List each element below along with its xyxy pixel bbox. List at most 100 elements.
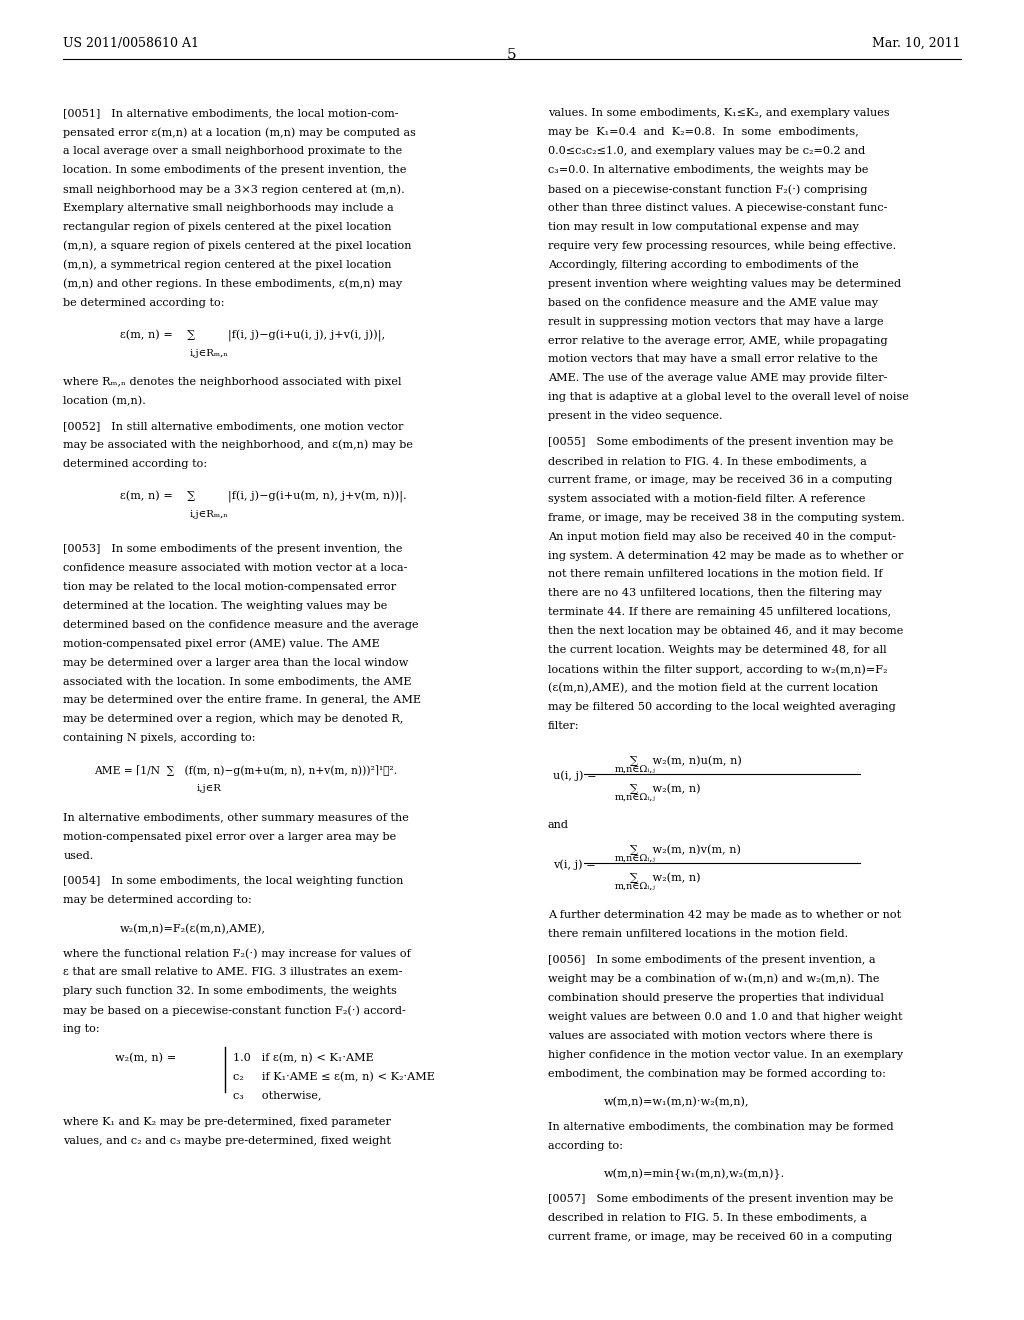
Text: ∑    w₂(m, n): ∑ w₂(m, n) <box>630 784 700 795</box>
Text: (m,n), a square region of pixels centered at the pixel location: (m,n), a square region of pixels centere… <box>63 240 412 251</box>
Text: small neighborhood may be a 3×3 region centered at (m,n).: small neighborhood may be a 3×3 region c… <box>63 183 406 194</box>
Text: Exemplary alternative small neighborhoods may include a: Exemplary alternative small neighborhood… <box>63 203 394 213</box>
Text: error relative to the average error, AME, while propagating: error relative to the average error, AME… <box>548 335 888 346</box>
Text: motion-compensated pixel error (AME) value. The AME: motion-compensated pixel error (AME) val… <box>63 639 380 649</box>
Text: An input motion field may also be received 40 in the comput-: An input motion field may also be receiv… <box>548 532 896 541</box>
Text: u(i, j) =: u(i, j) = <box>553 770 596 780</box>
Text: there are no 43 unfiltered locations, then the filtering may: there are no 43 unfiltered locations, th… <box>548 589 882 598</box>
Text: may be determined over the entire frame. In general, the AME: may be determined over the entire frame.… <box>63 696 422 705</box>
Text: present invention where weighting values may be determined: present invention where weighting values… <box>548 279 901 289</box>
Text: determined based on the confidence measure and the average: determined based on the confidence measu… <box>63 619 419 630</box>
Text: may be determined over a region, which may be denoted R,: may be determined over a region, which m… <box>63 714 403 725</box>
Text: In alternative embodiments, the combination may be formed: In alternative embodiments, the combinat… <box>548 1122 894 1131</box>
Text: described in relation to FIG. 5. In these embodiments, a: described in relation to FIG. 5. In thes… <box>548 1213 867 1222</box>
Text: current frame, or image, may be received 36 in a computing: current frame, or image, may be received… <box>548 475 892 484</box>
Text: based on a piecewise-constant function F₂(·) comprising: based on a piecewise-constant function F… <box>548 183 867 194</box>
Text: ing that is adaptive at a global level to the overall level of noise: ing that is adaptive at a global level t… <box>548 392 908 403</box>
Text: combination should preserve the properties that individual: combination should preserve the properti… <box>548 993 884 1003</box>
Text: US 2011/0058610 A1: US 2011/0058610 A1 <box>63 37 200 50</box>
Text: described in relation to FIG. 4. In these embodiments, a: described in relation to FIG. 4. In thes… <box>548 455 866 466</box>
Text: A further determination 42 may be made as to whether or not: A further determination 42 may be made a… <box>548 911 901 920</box>
Text: i,j∈Rₘ,ₙ: i,j∈Rₘ,ₙ <box>189 348 228 358</box>
Text: m,n∈Ωᵢ,ⱼ: m,n∈Ωᵢ,ⱼ <box>614 882 655 891</box>
Text: ing to:: ing to: <box>63 1024 100 1034</box>
Text: weight may be a combination of w₁(m,n) and w₂(m,n). The: weight may be a combination of w₁(m,n) a… <box>548 974 880 985</box>
Text: filter:: filter: <box>548 721 580 731</box>
Text: associated with the location. In some embodiments, the AME: associated with the location. In some em… <box>63 676 412 686</box>
Text: w(m,n)=min{w₁(m,n),w₂(m,n)}.: w(m,n)=min{w₁(m,n),w₂(m,n)}. <box>604 1170 785 1180</box>
Text: may be determined over a larger area than the local window: may be determined over a larger area tha… <box>63 657 409 668</box>
Text: ing system. A determination 42 may be made as to whether or: ing system. A determination 42 may be ma… <box>548 550 903 561</box>
Text: ε that are small relative to AME. FIG. 3 illustrates an exem-: ε that are small relative to AME. FIG. 3… <box>63 968 402 977</box>
Text: system associated with a motion-field filter. A reference: system associated with a motion-field fi… <box>548 494 865 504</box>
Text: where the functional relation F₂(·) may increase for values of: where the functional relation F₂(·) may … <box>63 948 412 958</box>
Text: 5: 5 <box>507 48 517 62</box>
Text: containing N pixels, according to:: containing N pixels, according to: <box>63 734 256 743</box>
Text: i,j∈Rₘ,ₙ: i,j∈Rₘ,ₙ <box>189 510 228 519</box>
Text: (m,n), a symmetrical region centered at the pixel location: (m,n), a symmetrical region centered at … <box>63 260 392 271</box>
Text: require very few processing resources, while being effective.: require very few processing resources, w… <box>548 240 896 251</box>
Text: motion-compensated pixel error over a larger area may be: motion-compensated pixel error over a la… <box>63 832 396 842</box>
Text: values. In some embodiments, K₁≤K₂, and exemplary values: values. In some embodiments, K₁≤K₂, and … <box>548 108 890 119</box>
Text: current frame, or image, may be received 60 in a computing: current frame, or image, may be received… <box>548 1232 892 1242</box>
Text: location. In some embodiments of the present invention, the: location. In some embodiments of the pre… <box>63 165 407 176</box>
Text: may be  K₁=0.4  and  K₂=0.8.  In  some  embodiments,: may be K₁=0.4 and K₂=0.8. In some embodi… <box>548 127 858 137</box>
Text: and: and <box>548 820 569 829</box>
Text: may be determined according to:: may be determined according to: <box>63 895 252 906</box>
Text: v(i, j) =: v(i, j) = <box>553 859 596 870</box>
Text: Accordingly, filtering according to embodiments of the: Accordingly, filtering according to embo… <box>548 260 858 269</box>
Text: (m,n) and other regions. In these embodiments, ε(m,n) may: (m,n) and other regions. In these embodi… <box>63 279 402 289</box>
Text: weight values are between 0.0 and 1.0 and that higher weight: weight values are between 0.0 and 1.0 an… <box>548 1011 902 1022</box>
Text: w(m,n)=w₁(m,n)·w₂(m,n),: w(m,n)=w₁(m,n)·w₂(m,n), <box>604 1097 750 1107</box>
Text: ε(m, n) =    ∑         |f(i, j)−g(i+u(m, n), j+v(m, n))|.: ε(m, n) = ∑ |f(i, j)−g(i+u(m, n), j+v(m,… <box>120 491 407 503</box>
Text: be determined according to:: be determined according to: <box>63 297 225 308</box>
Text: values, and c₂ and c₃ maybe pre-determined, fixed weight: values, and c₂ and c₃ maybe pre-determin… <box>63 1135 391 1146</box>
Text: tion may result in low computational expense and may: tion may result in low computational exp… <box>548 222 859 232</box>
Text: (ε(m,n),AME), and the motion field at the current location: (ε(m,n),AME), and the motion field at th… <box>548 684 878 693</box>
Text: the current location. Weights may be determined 48, for all: the current location. Weights may be det… <box>548 645 887 655</box>
Text: w₂(m,n)=F₂(ε(m,n),AME),: w₂(m,n)=F₂(ε(m,n),AME), <box>120 924 266 935</box>
Text: present in the video sequence.: present in the video sequence. <box>548 412 722 421</box>
Text: [0057]   Some embodiments of the present invention may be: [0057] Some embodiments of the present i… <box>548 1193 893 1204</box>
Text: Mar. 10, 2011: Mar. 10, 2011 <box>871 37 961 50</box>
Text: c₃     otherwise,: c₃ otherwise, <box>233 1090 322 1101</box>
Text: i,j∈R: i,j∈R <box>197 784 221 793</box>
Text: frame, or image, may be received 38 in the computing system.: frame, or image, may be received 38 in t… <box>548 512 904 523</box>
Text: according to:: according to: <box>548 1140 623 1151</box>
Text: embodiment, the combination may be formed according to:: embodiment, the combination may be forme… <box>548 1069 886 1078</box>
Text: result in suppressing motion vectors that may have a large: result in suppressing motion vectors tha… <box>548 317 884 326</box>
Text: not there remain unfiltered locations in the motion field. If: not there remain unfiltered locations in… <box>548 569 883 579</box>
Text: may be based on a piecewise-constant function F₂(·) accord-: may be based on a piecewise-constant fun… <box>63 1005 407 1015</box>
Text: c₃=0.0. In alternative embodiments, the weights may be: c₃=0.0. In alternative embodiments, the … <box>548 165 868 176</box>
Text: ε(m, n) =    ∑         |f(i, j)−g(i+u(i, j), j+v(i, j))|,: ε(m, n) = ∑ |f(i, j)−g(i+u(i, j), j+v(i,… <box>120 330 385 342</box>
Text: values are associated with motion vectors where there is: values are associated with motion vector… <box>548 1031 872 1040</box>
Text: 0.0≤c₃c₂≤1.0, and exemplary values may be c₂=0.2 and: 0.0≤c₃c₂≤1.0, and exemplary values may b… <box>548 147 865 156</box>
Text: a local average over a small neighborhood proximate to the: a local average over a small neighborhoo… <box>63 147 402 156</box>
Text: [0052]   In still alternative embodiments, one motion vector: [0052] In still alternative embodiments,… <box>63 421 403 430</box>
Text: [0053]   In some embodiments of the present invention, the: [0053] In some embodiments of the presen… <box>63 544 403 554</box>
Text: used.: used. <box>63 851 94 861</box>
Text: where K₁ and K₂ may be pre-determined, fixed parameter: where K₁ and K₂ may be pre-determined, f… <box>63 1117 391 1127</box>
Text: plary such function 32. In some embodiments, the weights: plary such function 32. In some embodime… <box>63 986 397 997</box>
Text: m,n∈Ωᵢ,ⱼ: m,n∈Ωᵢ,ⱼ <box>614 854 655 862</box>
Text: ∑    w₂(m, n)u(m, n): ∑ w₂(m, n)u(m, n) <box>630 755 741 766</box>
Text: where Rₘ,ₙ denotes the neighborhood associated with pixel: where Rₘ,ₙ denotes the neighborhood asso… <box>63 378 402 387</box>
Text: then the next location may be obtained 46, and it may become: then the next location may be obtained 4… <box>548 626 903 636</box>
Text: 1.0   if ε(m, n) < K₁·AME: 1.0 if ε(m, n) < K₁·AME <box>233 1052 374 1063</box>
Text: c₂     if K₁·AME ≤ ε(m, n) < K₂·AME: c₂ if K₁·AME ≤ ε(m, n) < K₂·AME <box>233 1072 435 1082</box>
Text: [0055]   Some embodiments of the present invention may be: [0055] Some embodiments of the present i… <box>548 437 893 447</box>
Text: In alternative embodiments, other summary measures of the: In alternative embodiments, other summar… <box>63 813 410 822</box>
Text: AME. The use of the average value AME may provide filter-: AME. The use of the average value AME ma… <box>548 374 887 383</box>
Text: AME = ⌈1/N  ∑   (f(m, n)−g(m+u(m, n), n+v(m, n)))²⌉¹ᐟ².: AME = ⌈1/N ∑ (f(m, n)−g(m+u(m, n), n+v(m… <box>94 766 397 776</box>
Text: confidence measure associated with motion vector at a loca-: confidence measure associated with motio… <box>63 562 408 573</box>
Text: may be filtered 50 according to the local weighted averaging: may be filtered 50 according to the loca… <box>548 702 896 711</box>
Text: pensated error ε(m,n) at a location (m,n) may be computed as: pensated error ε(m,n) at a location (m,n… <box>63 127 417 137</box>
Text: ∑    w₂(m, n): ∑ w₂(m, n) <box>630 873 700 883</box>
Text: location (m,n).: location (m,n). <box>63 396 146 407</box>
Text: motion vectors that may have a small error relative to the: motion vectors that may have a small err… <box>548 355 878 364</box>
Text: rectangular region of pixels centered at the pixel location: rectangular region of pixels centered at… <box>63 222 392 232</box>
Text: locations within the filter support, according to w₂(m,n)=F₂: locations within the filter support, acc… <box>548 664 888 675</box>
Text: [0056]   In some embodiments of the present invention, a: [0056] In some embodiments of the presen… <box>548 954 876 965</box>
Text: determined at the location. The weighting values may be: determined at the location. The weightin… <box>63 601 388 611</box>
Text: [0054]   In some embodiments, the local weighting function: [0054] In some embodiments, the local we… <box>63 876 403 886</box>
